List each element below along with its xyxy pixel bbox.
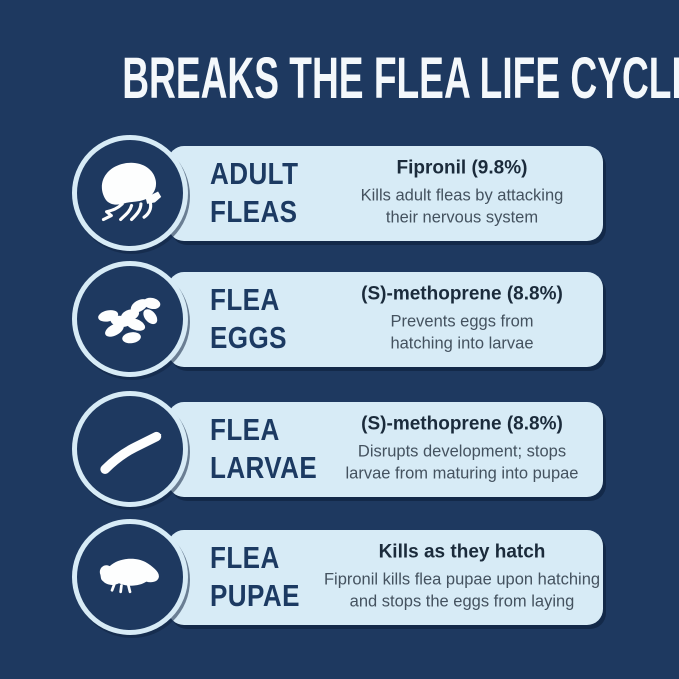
stage-label: ADULT FLEAS — [210, 155, 298, 231]
stage-label: FLEA LARVAE — [210, 411, 317, 487]
treatment-desc-line1: Kills adult fleas by attacking — [360, 186, 564, 205]
stage-label-line2: EGGS — [210, 320, 287, 355]
treatment-desc-line2: hatching into larvae — [390, 334, 534, 353]
info-card — [168, 272, 603, 367]
treatment-info: (S)-methoprene (8.8%) Prevents eggs from… — [312, 284, 612, 355]
treatment-desc-line1: Disrupts development; stops — [357, 442, 567, 461]
stage-label-line2: FLEAS — [210, 194, 298, 229]
row-flea-larvae: FLEA LARVAE (S)-methoprene (8.8%) Disrup… — [0, 391, 679, 507]
treatment-info: (S)-methoprene (8.8%) Disrupts developme… — [312, 414, 612, 485]
row-adult-fleas: ADULT FLEAS Fipronil (9.8%) Kills adult … — [0, 135, 679, 251]
flea-eggs-icon — [98, 297, 161, 344]
stage-badge — [72, 519, 188, 635]
stage-label-line2: LARVAE — [210, 450, 318, 485]
adult-flea-icon — [101, 162, 162, 222]
treatment-desc-line1: Fipronil kills flea pupae upon hatching — [323, 570, 601, 589]
stage-badge — [72, 135, 188, 251]
treatment-heading: Fipronil (9.8%) — [396, 157, 528, 179]
treatment-desc-line2: larvae from maturing into pupae — [345, 464, 579, 483]
stage-badge — [72, 391, 188, 507]
row-flea-eggs: FLEA EGGS (S)-methoprene (8.8%) Prevents… — [0, 261, 679, 377]
treatment-info: Fipronil (9.8%) Kills adult fleas by att… — [312, 158, 612, 229]
treatment-desc-line2: and stops the eggs from laying — [349, 592, 575, 611]
treatment-info: Kills as they hatch Fipronil kills flea … — [312, 542, 612, 613]
stage-label: FLEA EGGS — [210, 281, 287, 357]
stage-label-line1: FLEA — [210, 282, 280, 317]
stage-label-line1: ADULT — [210, 156, 299, 191]
treatment-heading: (S)-methoprene (8.8%) — [361, 283, 563, 305]
treatment-heading: (S)-methoprene (8.8%) — [361, 413, 563, 435]
stage-label: FLEA PUPAE — [210, 539, 300, 615]
info-card — [168, 402, 603, 497]
stage-label-line1: FLEA — [210, 540, 280, 575]
stage-badge — [72, 261, 188, 377]
page-title: BREAKS THE FLEA LIFE CYCLE — [122, 46, 679, 111]
stage-label-line1: FLEA — [210, 412, 280, 447]
treatment-desc-line2: their nervous system — [385, 208, 539, 227]
stage-label-line2: PUPAE — [210, 578, 300, 613]
row-flea-pupae: FLEA PUPAE Kills as they hatch Fipronil … — [0, 519, 679, 635]
treatment-heading: Kills as they hatch — [378, 541, 546, 563]
flea-larva-icon — [100, 431, 162, 474]
info-card — [168, 530, 603, 625]
info-card — [168, 146, 603, 241]
treatment-desc-line1: Prevents eggs from — [390, 312, 534, 331]
flea-pupa-icon — [99, 558, 159, 594]
